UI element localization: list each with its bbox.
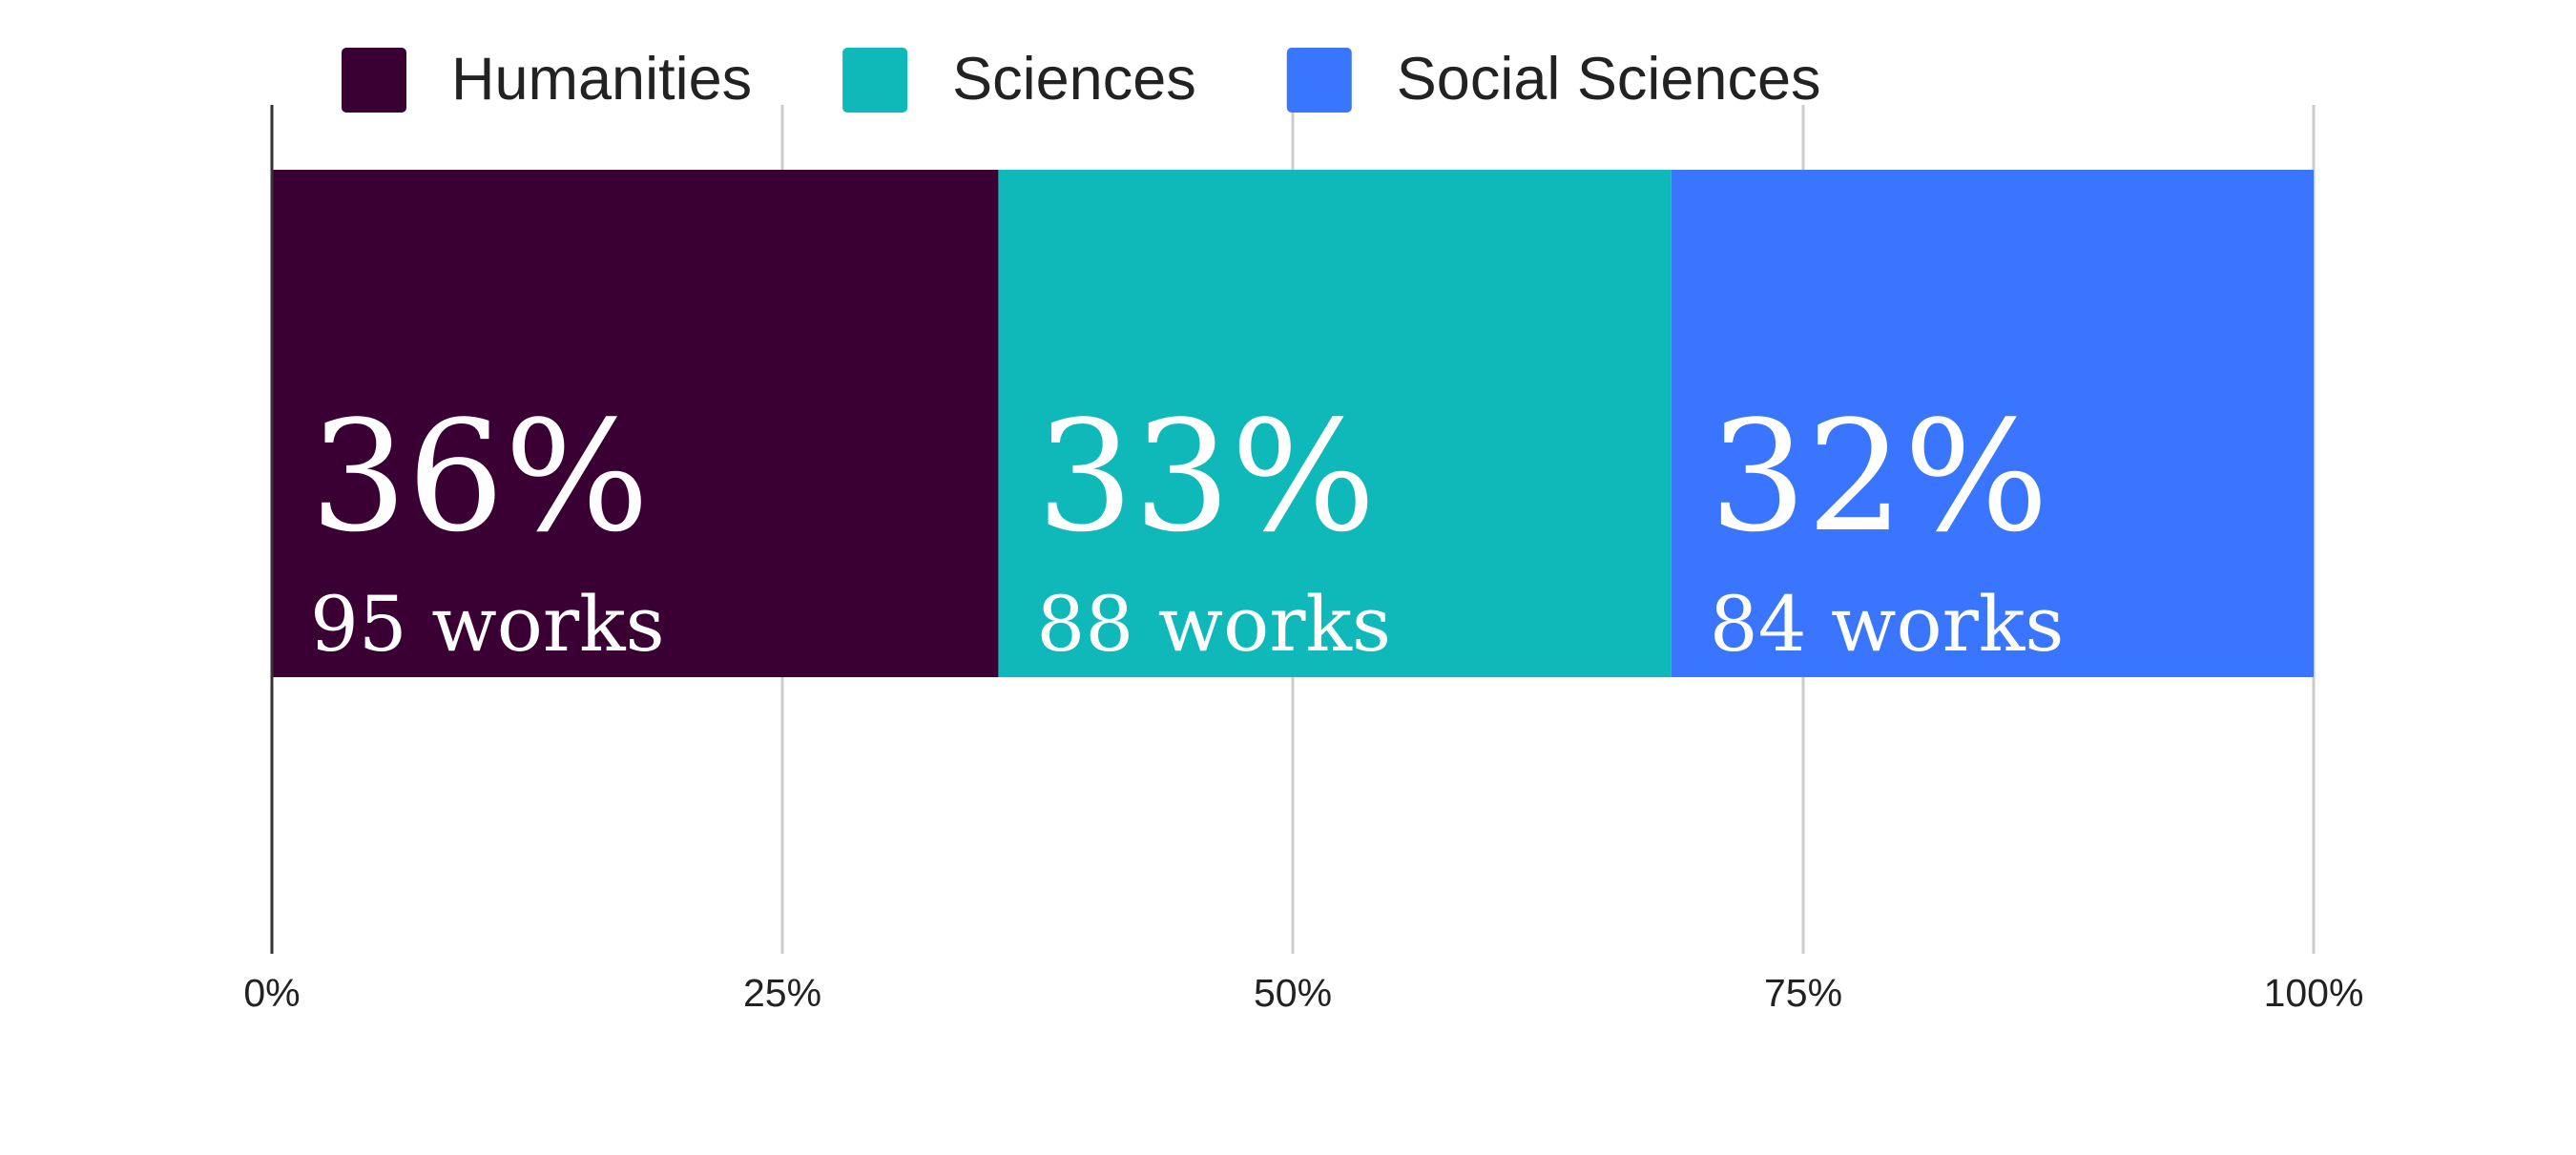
x-tick-label: 0% [243,971,300,1015]
x-axis-ticks: 0% 25% 50% 75% 100% [243,971,2363,1015]
legend-swatch [1286,48,1352,113]
legend-label: Sciences [952,46,1196,113]
percent-label: 36% [310,387,650,566]
x-tick-label: 25% [743,971,821,1015]
percent-label: 33% [1036,387,1376,566]
bar-segment-humanities [272,170,999,677]
bar-segments [272,170,2314,677]
x-tick-label: 100% [2264,971,2364,1015]
legend-label: Social Sciences [1397,46,1821,113]
bar-segment-sciences [998,170,1672,677]
legend: Humanities Sciences Social Sciences [342,46,1821,113]
legend-label: Humanities [451,46,752,113]
legend-swatch [342,48,406,113]
works-count-label: 88 works [1036,580,1391,669]
data-labels: 36% 95 works 33% 88 works 32% 84 works [310,387,2064,669]
legend-swatch [842,48,908,113]
works-count-label: 95 works [310,580,665,669]
x-tick-label: 50% [1254,971,1332,1015]
percent-label: 32% [1710,387,2049,566]
x-tick-label: 75% [1764,971,1842,1015]
bar-segment-social-sciences [1671,170,2314,677]
works-count-label: 84 works [1710,580,2065,669]
